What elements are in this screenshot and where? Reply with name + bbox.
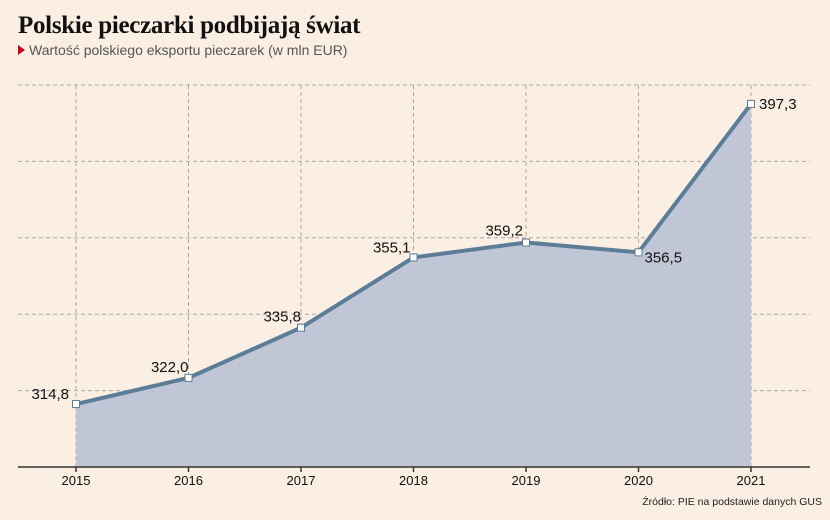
data-point-marker: [184, 373, 193, 382]
data-value-label: 322,0: [151, 359, 189, 376]
triangle-marker-icon: [18, 45, 25, 55]
data-point-marker: [522, 238, 530, 247]
x-tick-label: 2015: [62, 473, 91, 488]
x-tick-label: 2019: [512, 473, 541, 488]
data-value-label: 397,3: [759, 96, 797, 113]
x-tick-label: 2018: [399, 473, 428, 488]
data-point-marker: [409, 253, 418, 262]
chart-title: Polskie pieczarki podbijają świat: [18, 12, 361, 39]
label-layer: 314,8 322,0 335,8 355,1 359,2 356,5 397,3: [31, 96, 796, 403]
marker-layer: [72, 99, 755, 409]
x-tick-label: 2020: [624, 473, 653, 488]
x-tick-label: 2017: [287, 473, 316, 488]
data-point-marker: [72, 400, 80, 409]
chart-subtitle: Wartość polskiego eksportu pieczarek (w …: [29, 42, 348, 58]
axis-layer: 2015 2016 2017 2018 2019 2020 2021: [18, 466, 810, 488]
subtitle-row: Wartość polskiego eksportu pieczarek (w …: [18, 42, 347, 58]
data-value-label: 335,8: [263, 309, 301, 326]
data-point-marker: [634, 248, 643, 257]
x-tick-label: 2021: [737, 473, 766, 488]
source-note: Źródło: PIE na podstawie danych GUS: [642, 496, 822, 508]
data-point-marker: [747, 99, 755, 108]
area-fill: [76, 103, 751, 468]
data-value-label: 314,8: [31, 386, 69, 403]
x-tick-label: 2016: [174, 473, 203, 488]
data-value-label: 356,5: [645, 249, 683, 266]
data-value-label: 359,2: [485, 223, 523, 240]
data-value-label: 355,1: [373, 239, 411, 256]
data-point-marker: [297, 323, 305, 332]
